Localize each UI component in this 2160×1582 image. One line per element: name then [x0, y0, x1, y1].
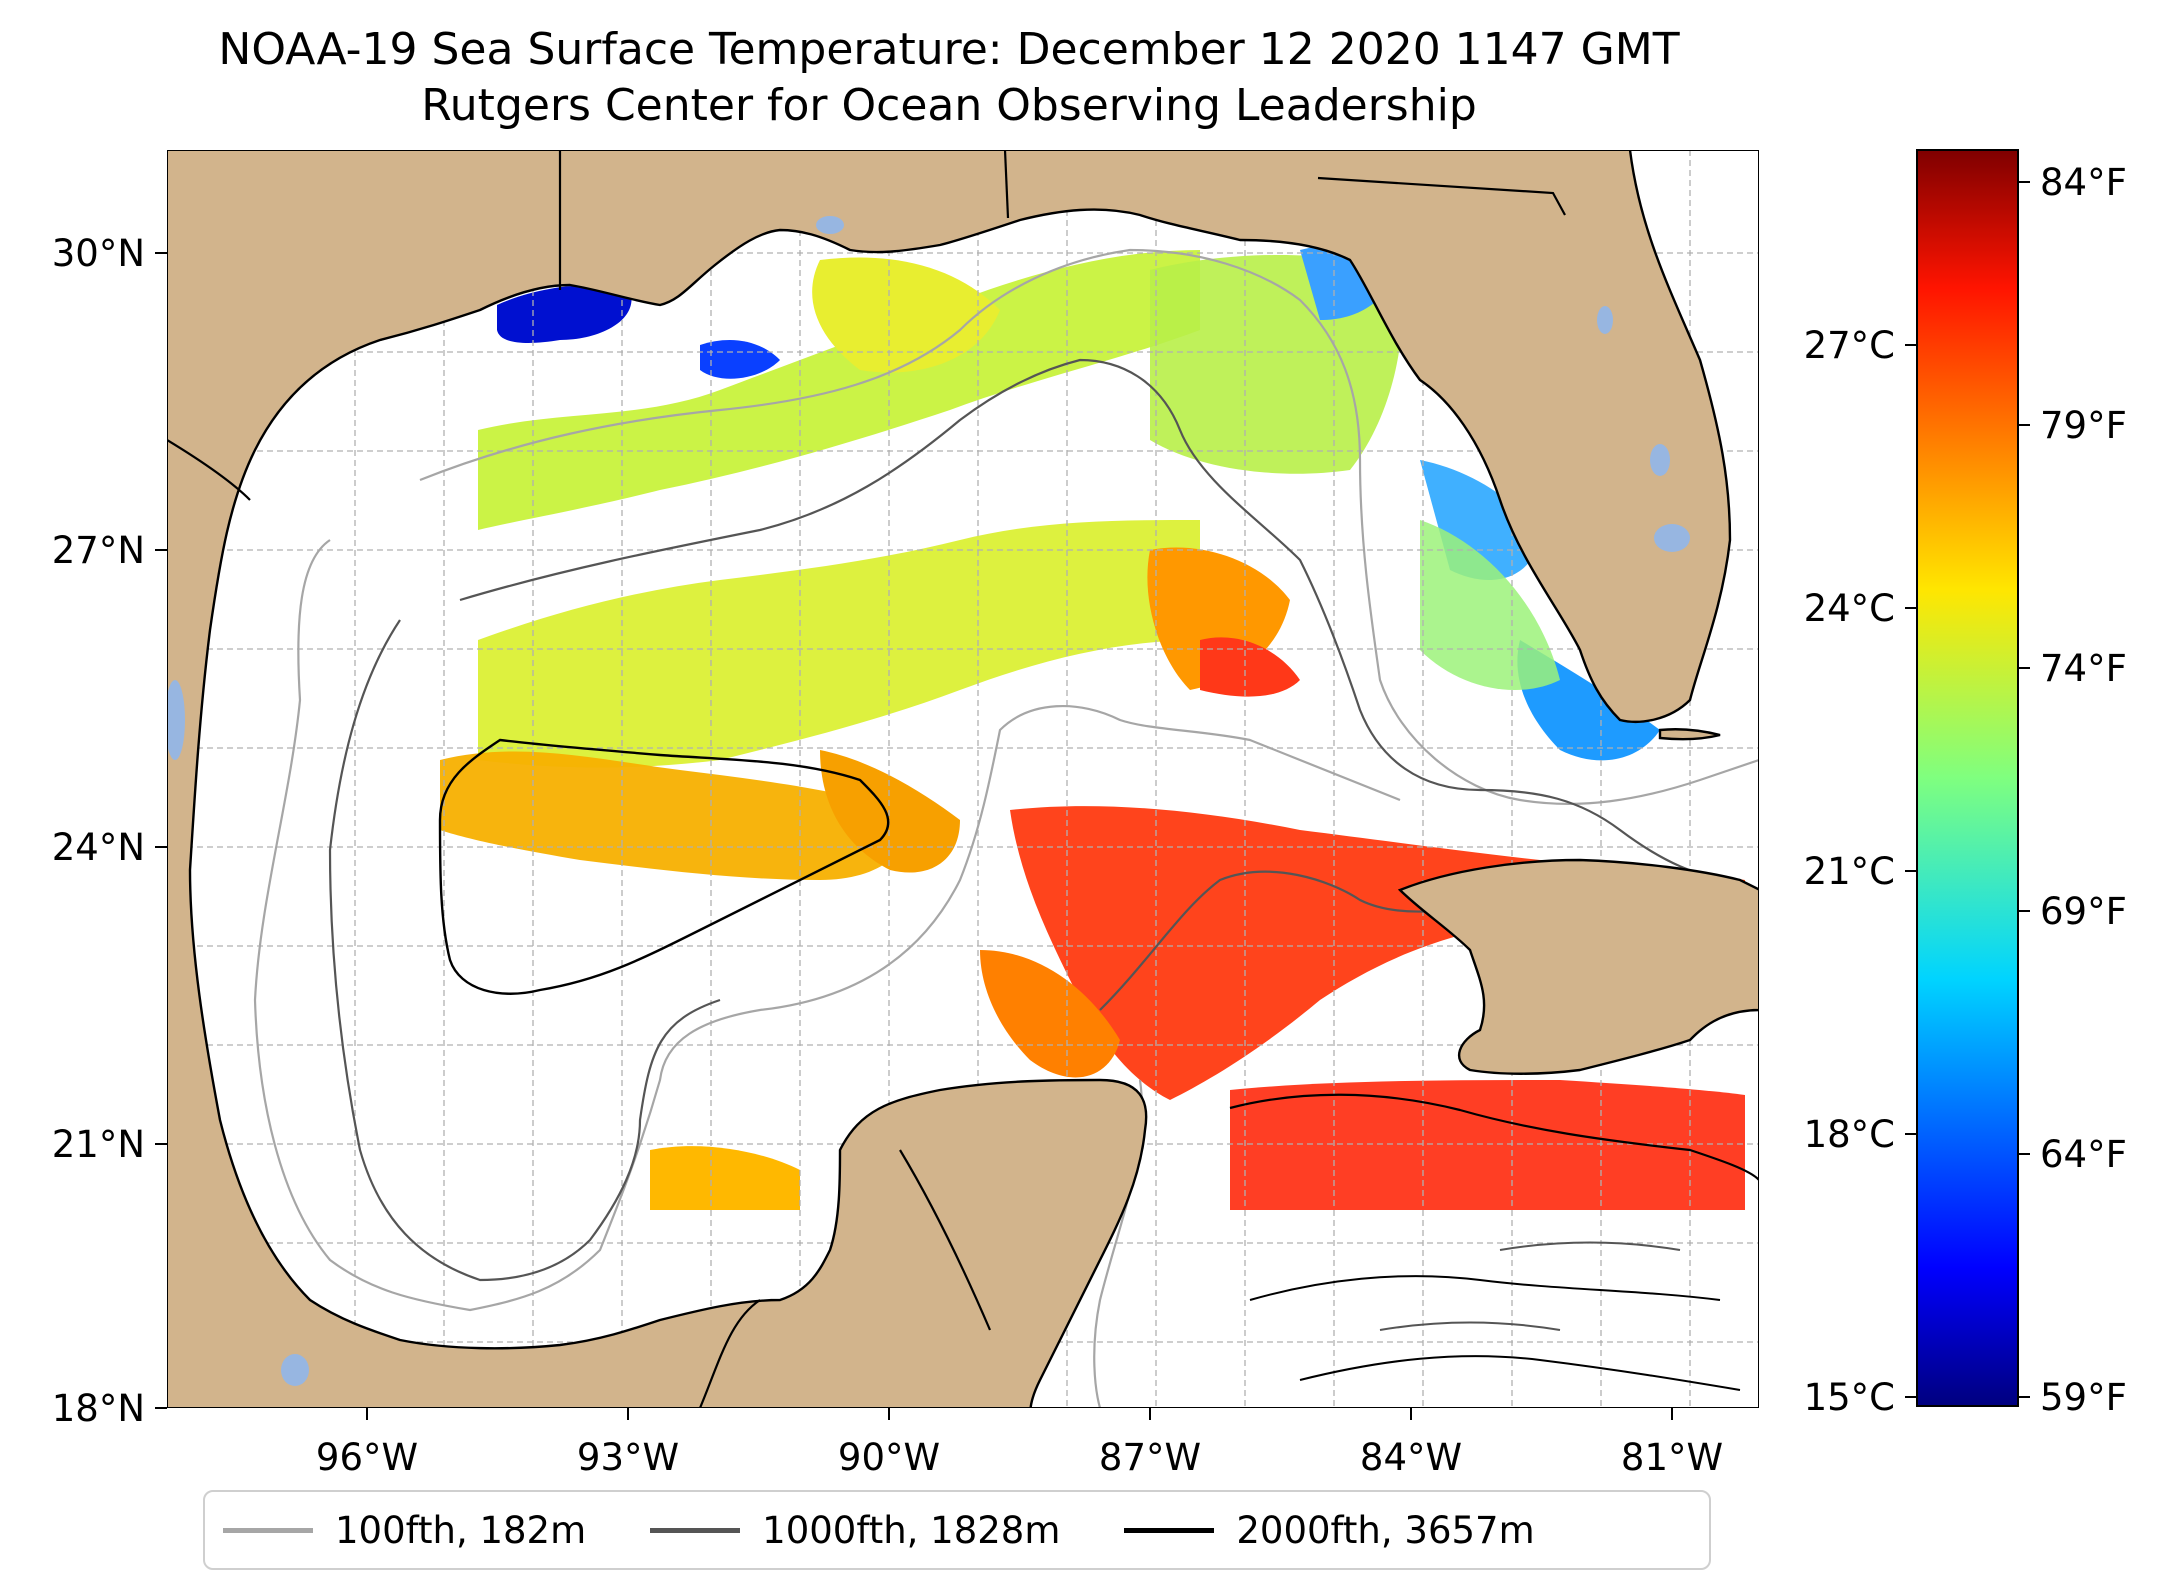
lake — [1597, 306, 1613, 334]
country-border — [698, 1299, 761, 1408]
legend-swatch — [1124, 1527, 1215, 1533]
map-panel — [167, 150, 1759, 1408]
inland-water — [167, 216, 1690, 1386]
fahrenheit-tick-label: 59°F — [2040, 1376, 2127, 1419]
contour-100fth — [419, 248, 1759, 806]
state-border — [1003, 150, 1010, 219]
colorbar: 27°C 24°C 21°C 18°C 15°C 84°F 79°F 74°F … — [1804, 149, 2127, 1419]
sst-patch — [820, 750, 960, 873]
sst-patch — [1200, 637, 1300, 697]
state-border — [1317, 176, 1566, 216]
lat-tick-label: 27°N — [52, 529, 145, 572]
sst-patch — [1420, 520, 1560, 690]
land-layer — [167, 150, 1759, 1408]
sst-patch — [700, 340, 780, 379]
fahrenheit-tick-label: 84°F — [2040, 161, 2127, 204]
bathymetry-contours — [253, 248, 1759, 1408]
legend-item-2000fth: 2000fth, 3657m — [1124, 1508, 1535, 1552]
sst-patch — [1230, 1080, 1745, 1210]
celsius-tick-label: 27°C — [1804, 324, 1895, 367]
sst-patch — [812, 257, 1000, 373]
contour-1000fth — [1379, 1241, 1681, 1331]
fahrenheit-tick-label: 74°F — [2040, 647, 2127, 690]
lon-tick-label: 90°W — [838, 1436, 940, 1479]
legend-label: 2000fth, 3657m — [1236, 1508, 1535, 1552]
country-border — [167, 439, 251, 501]
lake — [1650, 444, 1670, 476]
lon-tick-label: 93°W — [577, 1436, 679, 1479]
lon-tick-label: 96°W — [316, 1436, 418, 1479]
lat-tick-label: 18°N — [52, 1387, 145, 1430]
us-mexico-mainland — [167, 150, 1732, 1408]
celsius-tick-label: 18°C — [1804, 1113, 1895, 1156]
lake — [281, 1354, 309, 1386]
lat-tick-label: 24°N — [52, 826, 145, 869]
legend-swatch — [223, 1527, 313, 1533]
contour-2000fth — [438, 738, 890, 995]
legend-label: 100fth, 182m — [335, 1508, 587, 1552]
contour-1000fth — [459, 358, 1741, 882]
sst-patch — [650, 1146, 800, 1210]
legend-label: 1000fth, 1828m — [762, 1508, 1061, 1552]
fahrenheit-tick-label: 69°F — [2040, 890, 2127, 933]
lake — [816, 216, 844, 234]
lat-tick-label: 21°N — [52, 1123, 145, 1166]
cuba — [1397, 858, 1759, 1075]
legend-item-100fth: 100fth, 182m — [223, 1509, 586, 1552]
lon-tick-label: 84°W — [1360, 1436, 1462, 1479]
sst-patch — [440, 751, 906, 880]
celsius-tick-label: 24°C — [1804, 587, 1895, 630]
lon-tick-labels: 96°W 93°W 90°W 87°W 84°W 81°W — [316, 1436, 1723, 1479]
axis-ticks — [155, 252, 1673, 1420]
lake-okeechobee — [1654, 524, 1690, 552]
contour-100fth — [253, 539, 1401, 1312]
fahrenheit-tick-label: 64°F — [2040, 1133, 2127, 1176]
country-border — [899, 1149, 992, 1331]
sst-patch — [478, 520, 1200, 768]
sst-patch — [980, 950, 1120, 1078]
contour-legend: 100fth, 182m 1000fth, 1828m 2000fth, 365… — [203, 1490, 1711, 1570]
sst-patch — [497, 285, 632, 343]
lon-tick-label: 87°W — [1099, 1436, 1201, 1479]
florida-keys — [1658, 728, 1721, 741]
lat-tick-label: 30°N — [52, 232, 145, 275]
celsius-tick-label: 15°C — [1804, 1376, 1895, 1419]
celsius-tick-label: 21°C — [1804, 850, 1895, 893]
contour-1000fth — [328, 619, 721, 1282]
colorbar-gradient — [1916, 149, 2019, 1407]
lon-tick-label: 81°W — [1621, 1436, 1723, 1479]
sst-patch — [1010, 806, 1540, 1100]
lake — [167, 680, 185, 760]
contour-2000fth — [1229, 1093, 1759, 1181]
legend-item-1000fth: 1000fth, 1828m — [650, 1509, 1060, 1552]
borders — [167, 150, 1566, 1408]
contour-2000fth — [1249, 1275, 1741, 1391]
fahrenheit-tick-label: 79°F — [2040, 404, 2127, 447]
legend-swatch — [650, 1527, 741, 1533]
lat-tick-labels: 30°N 27°N 24°N 21°N 18°N — [52, 232, 145, 1430]
graticule — [167, 150, 1759, 1408]
chart-subtitle: Rutgers Center for Ocean Observing Leade… — [421, 80, 1477, 131]
chart-title: NOAA-19 Sea Surface Temperature: Decembe… — [218, 24, 1680, 75]
